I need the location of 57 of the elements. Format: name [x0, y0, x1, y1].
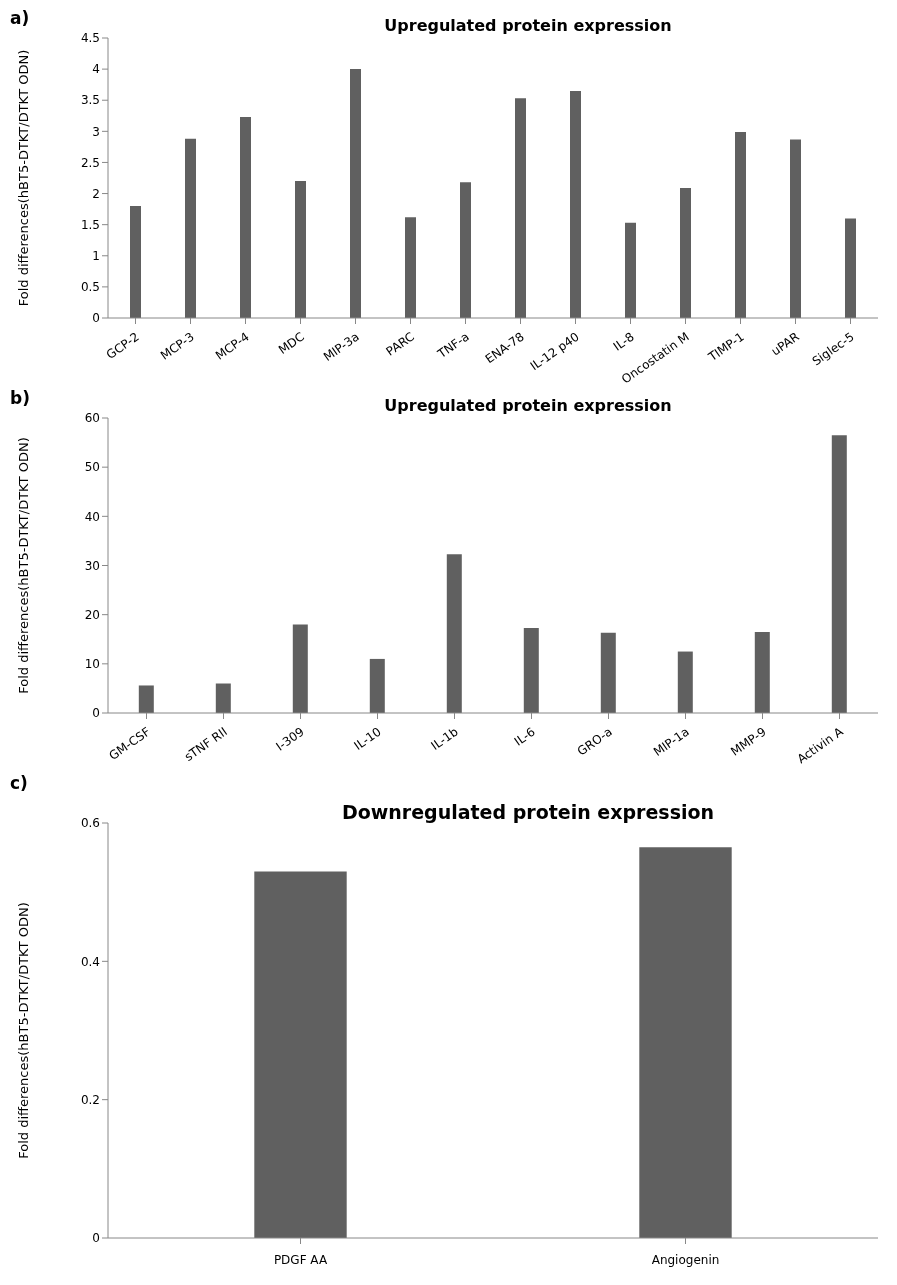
bar [677, 651, 693, 713]
bar [350, 69, 361, 318]
bar [570, 90, 581, 318]
text: c) [10, 773, 28, 793]
y-tick-label: 1.5 [80, 217, 100, 232]
bar [240, 117, 251, 318]
chart-title: Upregulated protein expression [383, 16, 673, 35]
y-tick-label: 0 [92, 311, 100, 326]
bar [446, 554, 462, 713]
y-tick-label: 2 [92, 186, 100, 201]
bar [790, 139, 801, 318]
y-tick-label: 10 [84, 657, 100, 672]
y-tick-label: 40 [84, 509, 100, 524]
y-tick-label: 60 [84, 411, 100, 426]
bar [831, 435, 847, 713]
text: a) [10, 8, 30, 28]
bar [625, 222, 636, 318]
bar [292, 624, 308, 713]
bar [369, 658, 385, 713]
y-tick-label: 50 [84, 460, 100, 475]
y-tick-label: 0.2 [80, 1092, 100, 1107]
y-tick-label: 0 [92, 706, 100, 721]
y-tick-label: 1 [92, 249, 100, 264]
bar [295, 181, 306, 318]
bar [754, 631, 770, 713]
x-tick-label: Angiogenin [651, 1253, 720, 1267]
y-tick-label: 4.5 [80, 31, 100, 46]
y-axis-title: Fold differences(hBT5-DTKT/DTKT ODN) [15, 437, 31, 694]
y-axis-title: Fold differences(hBT5-DTKT/DTKT ODN) [15, 902, 31, 1159]
y-tick-label: 0.4 [80, 954, 100, 969]
bar [735, 131, 746, 318]
y-tick-label: 2.5 [80, 155, 100, 170]
bar [138, 685, 154, 713]
bar [215, 683, 231, 713]
text: b) [10, 388, 30, 408]
chart-title: Downregulated protein expression [340, 801, 716, 823]
y-tick-label: 0.5 [80, 280, 100, 295]
bar [515, 98, 526, 318]
chart-title: Upregulated protein expression [383, 396, 673, 415]
y-tick-label: 20 [84, 607, 100, 622]
y-axis-title: Fold differences(hBT5-DTKT/DTKT ODN) [15, 49, 31, 307]
bar [845, 218, 856, 318]
y-tick-label: 0.6 [80, 816, 100, 831]
bar [130, 206, 141, 318]
bar [600, 632, 616, 713]
bar [460, 182, 471, 318]
bar [185, 138, 196, 318]
y-tick-label: 0 [92, 1231, 100, 1246]
x-tick-label: PDGF AA [273, 1253, 328, 1267]
y-tick-label: 4 [92, 62, 100, 77]
x-tick-label: IL-6 [511, 724, 538, 749]
bar [680, 187, 691, 318]
y-tick-label: 3 [92, 124, 100, 139]
bar [523, 627, 539, 713]
y-tick-label: 3.5 [80, 93, 100, 108]
y-tick-label: 30 [84, 558, 100, 573]
bar [405, 217, 416, 318]
